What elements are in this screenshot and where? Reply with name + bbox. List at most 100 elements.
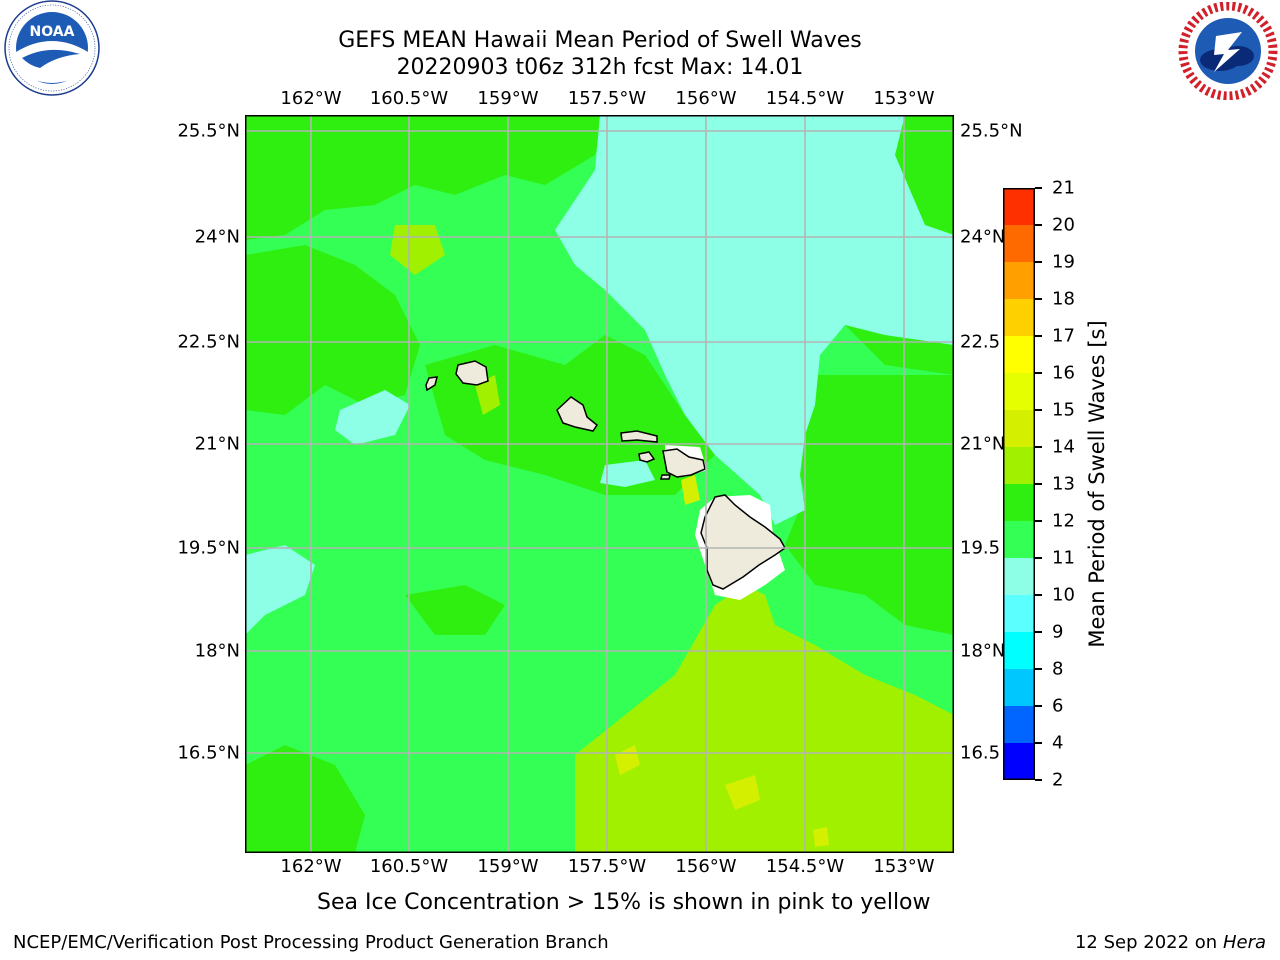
colorbar-tick-label: 10	[1052, 584, 1075, 606]
colorbar-cell	[1003, 521, 1035, 558]
lat-label-left: 21°N	[194, 433, 240, 455]
island-lanai	[638, 451, 656, 463]
colorbar-cell	[1003, 188, 1035, 225]
colorbar-tick-mark	[1035, 261, 1042, 263]
lat-label-right: 25.5°N	[960, 120, 1023, 142]
lon-label-top: 156°W	[675, 88, 737, 109]
colorbar-tick-mark	[1035, 372, 1042, 374]
lon-label-bottom: 157.5°W	[567, 856, 647, 877]
lon-label-top: 162°W	[280, 88, 342, 109]
colorbar-cell	[1003, 484, 1035, 521]
colorbar-tick-mark	[1035, 631, 1042, 633]
colorbar-cell	[1003, 410, 1035, 447]
lat-label-left: 25.5°N	[177, 120, 240, 142]
chart-subtitle-forecast: 20220903 t06z 312h fcst Max: 14.01	[396, 55, 804, 80]
colorbar-cell	[1003, 225, 1035, 262]
lat-label-left: 19.5°N	[177, 537, 240, 559]
colorbar-cell	[1003, 558, 1035, 595]
lon-label-top: 154.5°W	[765, 88, 845, 109]
lon-label-bottom: 159°W	[477, 856, 539, 877]
noaa-logo-text: NOAA	[30, 24, 75, 40]
colorbar-cell	[1003, 336, 1035, 373]
nws-logo	[1178, 2, 1278, 100]
lon-label-top: 153°W	[873, 88, 935, 109]
colorbar-tick-label: 8	[1052, 658, 1064, 680]
lat-label-right: 18°N	[960, 640, 1006, 662]
colorbar-tick-mark	[1035, 668, 1042, 670]
lat-label-left: 24°N	[194, 226, 240, 248]
field-period-11-12	[245, 115, 605, 240]
island-hawaii	[700, 494, 786, 590]
noaa-logo: NOAA	[4, 0, 100, 96]
colorbar-tick-mark	[1035, 742, 1042, 744]
colorbar-tick-label: 17	[1052, 325, 1075, 347]
colorbar-tick-mark	[1035, 224, 1042, 226]
colorbar-tick-label: 2	[1052, 769, 1064, 791]
colorbar-tick-mark	[1035, 705, 1042, 707]
lon-label-bottom: 153°W	[873, 856, 935, 877]
colorbar-tick-mark	[1035, 298, 1042, 300]
lat-lon-grid	[245, 115, 954, 853]
colorbar-tick-label: 15	[1052, 399, 1075, 421]
colorbar-tick-label: 19	[1052, 251, 1075, 273]
island-kauai	[455, 360, 489, 386]
lon-label-bottom: 160.5°W	[369, 856, 449, 877]
island-kahoolawe	[660, 474, 671, 480]
swell-period-map[interactable]	[245, 115, 954, 853]
colorbar-tick-mark	[1035, 594, 1042, 596]
field-period-9-10	[600, 460, 655, 487]
lat-label-left: 16.5°N	[177, 742, 240, 764]
colorbar	[1003, 188, 1035, 780]
colorbar-cell	[1003, 299, 1035, 336]
colorbar-cell	[1003, 632, 1035, 669]
colorbar-tick-label: 12	[1052, 510, 1075, 532]
lat-label-right: 22.5	[960, 331, 1001, 353]
island-molokai	[620, 430, 658, 443]
lon-label-bottom: 154.5°W	[765, 856, 845, 877]
colorbar-tick-label: 13	[1052, 473, 1075, 495]
lat-label-right: 24°N	[960, 226, 1006, 248]
field-period-13-14	[681, 475, 700, 505]
lon-label-top: 157.5°W	[567, 88, 647, 109]
colorbar-tick-label: 21	[1052, 177, 1075, 199]
colorbar-cell	[1003, 706, 1035, 743]
colorbar-tick-mark	[1035, 520, 1042, 522]
field-period-12-13	[575, 585, 954, 853]
footer-machine: Hera	[1222, 932, 1266, 953]
field-period-11-12	[405, 585, 505, 635]
lat-label-right: 21°N	[960, 433, 1006, 455]
colorbar-tick-mark	[1035, 446, 1042, 448]
colorbar-tick-label: 14	[1052, 436, 1075, 458]
colorbar-tick-label: 20	[1052, 214, 1075, 236]
lon-label-top: 159°W	[477, 88, 539, 109]
colorbar-tick-label: 4	[1052, 732, 1064, 754]
colorbar-tick-mark	[1035, 557, 1042, 559]
lat-label-right: 16.5	[960, 742, 1001, 764]
colorbar-title: Mean Period of Swell Waves [s]	[1085, 320, 1109, 648]
lat-label-left: 18°N	[194, 640, 240, 662]
island-oahu	[556, 396, 599, 432]
colorbar-cell	[1003, 743, 1035, 780]
colorbar-tick-label: 6	[1052, 695, 1064, 717]
colorbar-cell	[1003, 447, 1035, 484]
field-period-9-10	[555, 115, 954, 525]
colorbar-cell	[1003, 595, 1035, 632]
chart-title: GEFS MEAN Hawaii Mean Period of Swell Wa…	[338, 28, 862, 53]
lon-label-bottom: 162°W	[280, 856, 342, 877]
field-period-12-13	[475, 375, 500, 415]
field-period-11-12	[245, 245, 420, 415]
field-period-13-14	[813, 827, 829, 847]
colorbar-cell	[1003, 669, 1035, 706]
field-period-9-10	[335, 390, 410, 445]
field-period-13-14	[725, 775, 760, 810]
lon-label-bottom: 156°W	[675, 856, 737, 877]
colorbar-tick-mark	[1035, 335, 1042, 337]
island-maui	[662, 448, 706, 478]
colorbar-tick-label: 16	[1052, 362, 1075, 384]
field-period-11-12	[245, 745, 365, 853]
footer-date: 12 Sep 2022 on Hera	[1075, 932, 1266, 953]
island-niihau	[425, 376, 438, 392]
colorbar-tick-label: 9	[1052, 621, 1064, 643]
colorbar-cell	[1003, 262, 1035, 299]
lon-label-top: 160.5°W	[369, 88, 449, 109]
